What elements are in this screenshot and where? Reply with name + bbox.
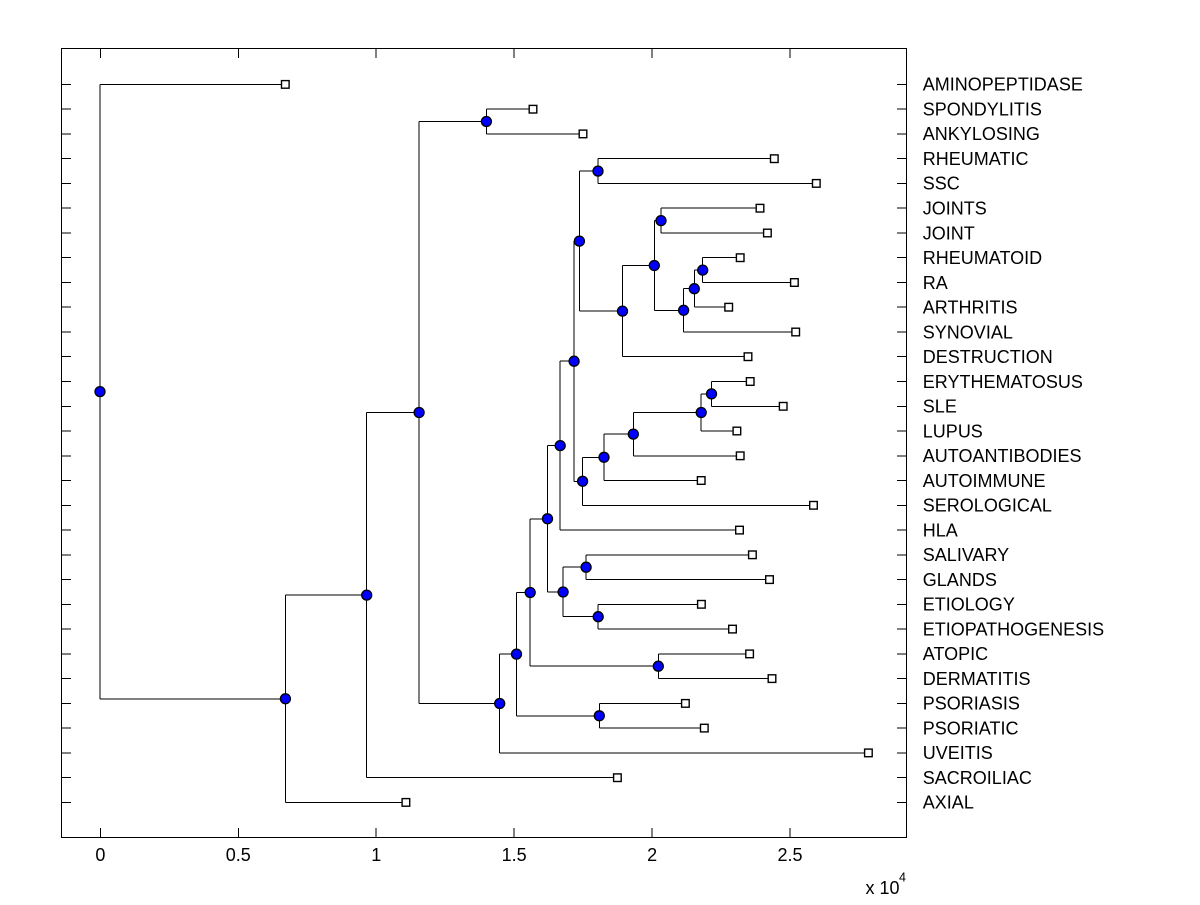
svg-text:ETIOPATHOGENESIS: ETIOPATHOGENESIS <box>923 619 1104 639</box>
svg-text:1: 1 <box>371 845 381 865</box>
svg-text:AMINOPEPTIDASE: AMINOPEPTIDASE <box>923 75 1083 95</box>
svg-text:0.5: 0.5 <box>226 845 251 865</box>
svg-text:SPONDYLITIS: SPONDYLITIS <box>923 100 1042 120</box>
svg-text:x 10: x 10 <box>866 878 900 898</box>
svg-text:UVEITIS: UVEITIS <box>923 743 993 763</box>
svg-text:LUPUS: LUPUS <box>923 421 983 441</box>
svg-text:1.5: 1.5 <box>502 845 527 865</box>
svg-text:RHEUMATOID: RHEUMATOID <box>923 248 1042 268</box>
svg-text:RA: RA <box>923 273 948 293</box>
svg-text:ATOPIC: ATOPIC <box>923 644 988 664</box>
svg-text:GLANDS: GLANDS <box>923 570 997 590</box>
svg-text:SLE: SLE <box>923 397 957 417</box>
svg-text:ANKYLOSING: ANKYLOSING <box>923 124 1040 144</box>
svg-text:PSORIASIS: PSORIASIS <box>923 694 1020 714</box>
svg-text:2: 2 <box>647 845 657 865</box>
svg-text:0: 0 <box>95 845 105 865</box>
svg-text:AUTOIMMUNE: AUTOIMMUNE <box>923 471 1046 491</box>
svg-text:4: 4 <box>899 871 906 885</box>
svg-text:SACROILIAC: SACROILIAC <box>923 768 1032 788</box>
svg-text:AUTOANTIBODIES: AUTOANTIBODIES <box>923 446 1082 466</box>
svg-text:HLA: HLA <box>923 520 958 540</box>
svg-text:ERYTHEMATOSUS: ERYTHEMATOSUS <box>923 372 1083 392</box>
svg-text:PSORIATIC: PSORIATIC <box>923 718 1019 738</box>
svg-text:ETIOLOGY: ETIOLOGY <box>923 595 1015 615</box>
svg-text:2.5: 2.5 <box>777 845 802 865</box>
svg-text:SALIVARY: SALIVARY <box>923 545 1009 565</box>
svg-text:JOINT: JOINT <box>923 223 975 243</box>
svg-text:SEROLOGICAL: SEROLOGICAL <box>923 496 1052 516</box>
svg-text:SYNOVIAL: SYNOVIAL <box>923 322 1013 342</box>
svg-text:DESTRUCTION: DESTRUCTION <box>923 347 1053 367</box>
svg-text:DERMATITIS: DERMATITIS <box>923 669 1031 689</box>
svg-text:SSC: SSC <box>923 174 960 194</box>
svg-text:ARTHRITIS: ARTHRITIS <box>923 298 1018 318</box>
svg-text:RHEUMATIC: RHEUMATIC <box>923 149 1029 169</box>
svg-text:JOINTS: JOINTS <box>923 199 987 219</box>
svg-text:AXIAL: AXIAL <box>923 793 974 813</box>
